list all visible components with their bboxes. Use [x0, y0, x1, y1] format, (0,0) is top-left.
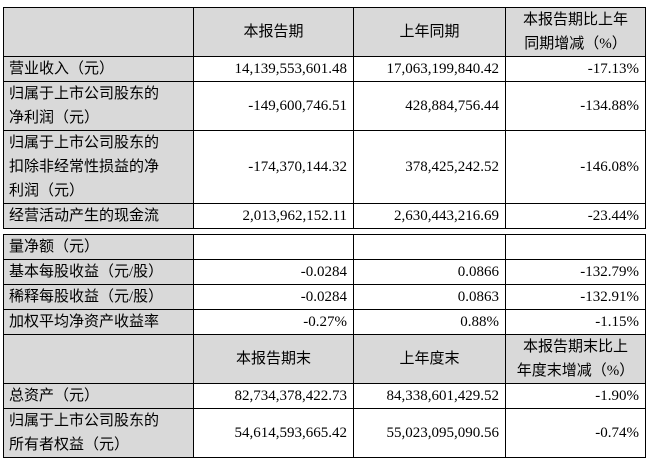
header-current-period: 本报告期: [193, 7, 354, 57]
cell-previous: 84,338,601,429.52: [353, 383, 506, 409]
cell-change: -134.88%: [505, 81, 646, 131]
cell-change: -132.91%: [505, 284, 646, 310]
label-line: 扣除非经常性损益的净: [9, 159, 160, 175]
cell-previous: [353, 234, 506, 260]
cell-previous: 17,063,199,840.42: [353, 56, 506, 82]
table-row: 归属于上市公司股东的 净利润（元） -149,600,746.51 428,884…: [3, 81, 646, 131]
cell-change: -146.08%: [505, 130, 646, 204]
table-row: 稀释每股收益（元/股） -0.0284 0.0863 -132.91%: [3, 284, 646, 310]
header-blank: [3, 334, 194, 384]
row-label: 营业收入（元）: [3, 56, 194, 82]
cell-previous: 0.0866: [353, 259, 506, 285]
row-label: 加权平均净资产收益率: [3, 309, 194, 335]
table-row: 基本每股收益（元/股） -0.0284 0.0866 -132.79%: [3, 259, 646, 285]
cell-current: 54,614,593,665.42: [193, 408, 354, 458]
table-row: 经营活动产生的现金流 2,013,962,152.11 2,630,443,21…: [3, 203, 646, 229]
label-line: 归属于上市公司股东的: [9, 413, 160, 429]
label-line: 归属于上市公司股东的: [9, 86, 160, 102]
table-row: 归属于上市公司股东的 所有者权益（元） 54,614,593,665.42 55,…: [3, 408, 646, 458]
row-label: 归属于上市公司股东的 扣除非经常性损益的净 利润（元）: [3, 130, 194, 204]
header-change: 本报告期比上年 同期增减（%）: [505, 7, 646, 57]
row-label: 总资产（元）: [3, 383, 194, 409]
label-line: 利润（元）: [9, 183, 85, 199]
table-header-row: 本报告期 上年同期 本报告期比上年 同期增减（%）: [3, 7, 646, 57]
cell-previous: 0.0863: [353, 284, 506, 310]
cell-current: -174,370,144.32: [193, 130, 354, 204]
header-prior-period: 上年同期: [353, 7, 506, 57]
table-row: 加权平均净资产收益率 -0.27% 0.88% -1.15%: [3, 309, 646, 335]
cell-previous: 55,023,095,090.56: [353, 408, 506, 458]
table-header-row: 本报告期末 上年度末 本报告期末比上 年度末增减（%）: [3, 334, 646, 384]
cell-previous: 428,884,756.44: [353, 81, 506, 131]
financial-summary-table-part1: 本报告期 上年同期 本报告期比上年 同期增减（%） 营业收入（元） 14,139,…: [3, 7, 646, 229]
cell-current: -149,600,746.51: [193, 81, 354, 131]
cell-current: -0.27%: [193, 309, 354, 335]
cell-change: -0.74%: [505, 408, 646, 458]
header-line: 本报告期比上年: [522, 12, 628, 28]
table-row: 总资产（元） 82,734,378,422.73 84,338,601,429.…: [3, 383, 646, 409]
cell-previous: 0.88%: [353, 309, 506, 335]
cell-change: -132.79%: [505, 259, 646, 285]
cell-change: -1.15%: [505, 309, 646, 335]
row-label: 归属于上市公司股东的 净利润（元）: [3, 81, 194, 131]
row-label: 归属于上市公司股东的 所有者权益（元）: [3, 408, 194, 458]
cell-previous: 2,630,443,216.69: [353, 203, 506, 229]
row-label: 基本每股收益（元/股）: [3, 259, 194, 285]
header-line: 年度末增减（%）: [516, 363, 635, 379]
row-label: 经营活动产生的现金流: [3, 203, 194, 229]
cell-change: -1.90%: [505, 383, 646, 409]
cell-current: 82,734,378,422.73: [193, 383, 354, 409]
header-line: 本报告期末比上: [522, 339, 628, 355]
table-row: 量净额（元）: [3, 234, 646, 260]
financial-summary-table-part2: 量净额（元） 基本每股收益（元/股） -0.0284 0.0866 -132.7…: [3, 234, 646, 458]
header-line: 同期增减（%）: [524, 36, 627, 52]
cell-current: [193, 234, 354, 260]
label-line: 所有者权益（元）: [9, 437, 130, 453]
cell-current: -0.0284: [193, 284, 354, 310]
label-line: 净利润（元）: [9, 110, 100, 126]
header-change: 本报告期末比上 年度末增减（%）: [505, 334, 646, 384]
table-row: 营业收入（元） 14,139,553,601.48 17,063,199,840…: [3, 56, 646, 82]
cell-change: -17.13%: [505, 56, 646, 82]
cell-change: -23.44%: [505, 203, 646, 229]
header-prior-year-end: 上年度末: [353, 334, 506, 384]
cell-current: 14,139,553,601.48: [193, 56, 354, 82]
cell-change: [505, 234, 646, 260]
cell-previous: 378,425,242.52: [353, 130, 506, 204]
table-row: 归属于上市公司股东的 扣除非经常性损益的净 利润（元） -174,370,144.3…: [3, 130, 646, 204]
label-line: 归属于上市公司股东的: [9, 135, 160, 151]
header-period-end: 本报告期末: [193, 334, 354, 384]
header-blank: [3, 7, 194, 57]
cell-current: -0.0284: [193, 259, 354, 285]
row-label: 量净额（元）: [3, 234, 194, 260]
row-label: 稀释每股收益（元/股）: [3, 284, 194, 310]
cell-current: 2,013,962,152.11: [193, 203, 354, 229]
